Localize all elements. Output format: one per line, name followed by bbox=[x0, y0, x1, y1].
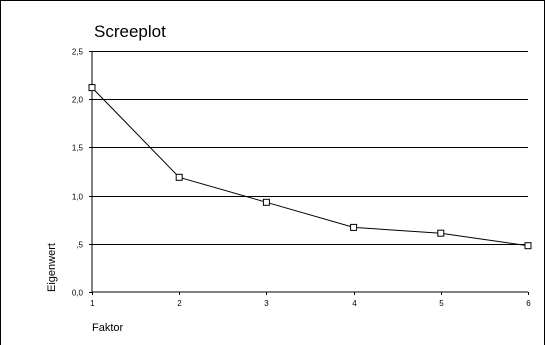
x-axis-label: Faktor bbox=[92, 322, 124, 334]
data-point-marker bbox=[262, 198, 270, 206]
x-tick-label: 1 bbox=[90, 299, 95, 308]
grid-lines bbox=[92, 51, 528, 245]
data-markers bbox=[88, 84, 532, 250]
x-tick-label: 3 bbox=[264, 299, 269, 308]
x-tick-label: 4 bbox=[352, 299, 357, 308]
y-ticks: 0,0 ,5 1,0 1,5 2,0 2,5 bbox=[72, 48, 92, 298]
x-tick-label: 6 bbox=[526, 299, 531, 308]
x-tick-label: 5 bbox=[439, 299, 444, 308]
chart-title: Screeplot bbox=[94, 22, 166, 41]
y-axis-label: Eigenwert bbox=[46, 243, 58, 292]
x-tick-label: 2 bbox=[177, 299, 182, 308]
y-tick-label: 0,0 bbox=[72, 289, 84, 298]
y-tick-label: 1,0 bbox=[72, 193, 84, 202]
y-tick-label: 2,5 bbox=[72, 48, 84, 57]
data-point-marker bbox=[437, 229, 445, 237]
y-tick-label: 2,0 bbox=[72, 96, 84, 105]
y-tick-label: ,5 bbox=[76, 241, 83, 250]
y-tick-label: 1,5 bbox=[72, 144, 84, 153]
data-point-marker bbox=[88, 84, 96, 92]
x-ticks: 1 2 3 4 5 6 bbox=[90, 292, 531, 308]
data-point-marker bbox=[524, 242, 532, 250]
series-line bbox=[91, 87, 529, 247]
data-point-marker bbox=[350, 223, 358, 231]
data-point-marker bbox=[175, 173, 183, 181]
